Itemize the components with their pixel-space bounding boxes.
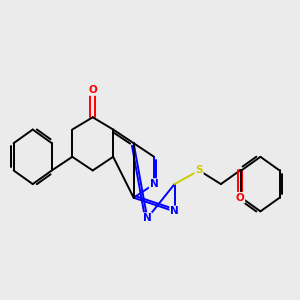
Text: O: O bbox=[88, 85, 97, 95]
Text: N: N bbox=[150, 179, 158, 189]
Text: N: N bbox=[170, 206, 179, 216]
Text: S: S bbox=[195, 166, 203, 176]
Text: O: O bbox=[236, 193, 244, 203]
Text: N: N bbox=[143, 213, 152, 223]
